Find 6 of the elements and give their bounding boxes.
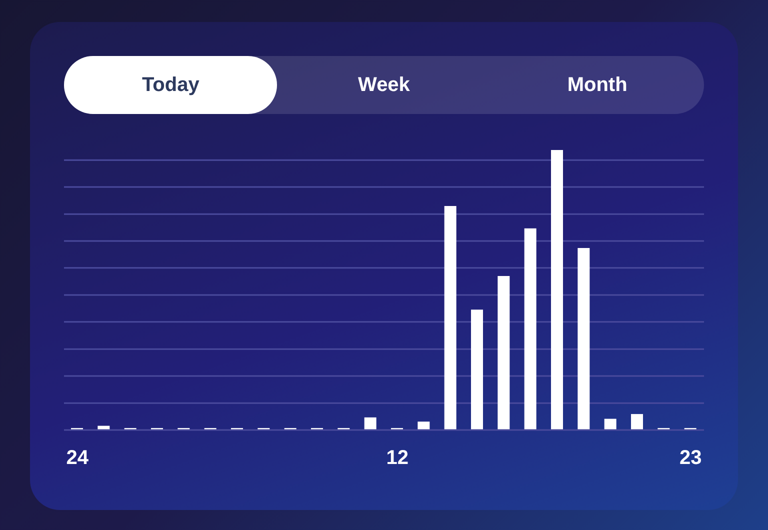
x-tick-label: 23 (680, 447, 702, 470)
x-tick-label: 24 (66, 447, 90, 470)
x-tick-label: 12 (386, 447, 408, 470)
text: Week (357, 72, 411, 98)
text: Today (64, 56, 278, 114)
text: Month (566, 72, 628, 98)
